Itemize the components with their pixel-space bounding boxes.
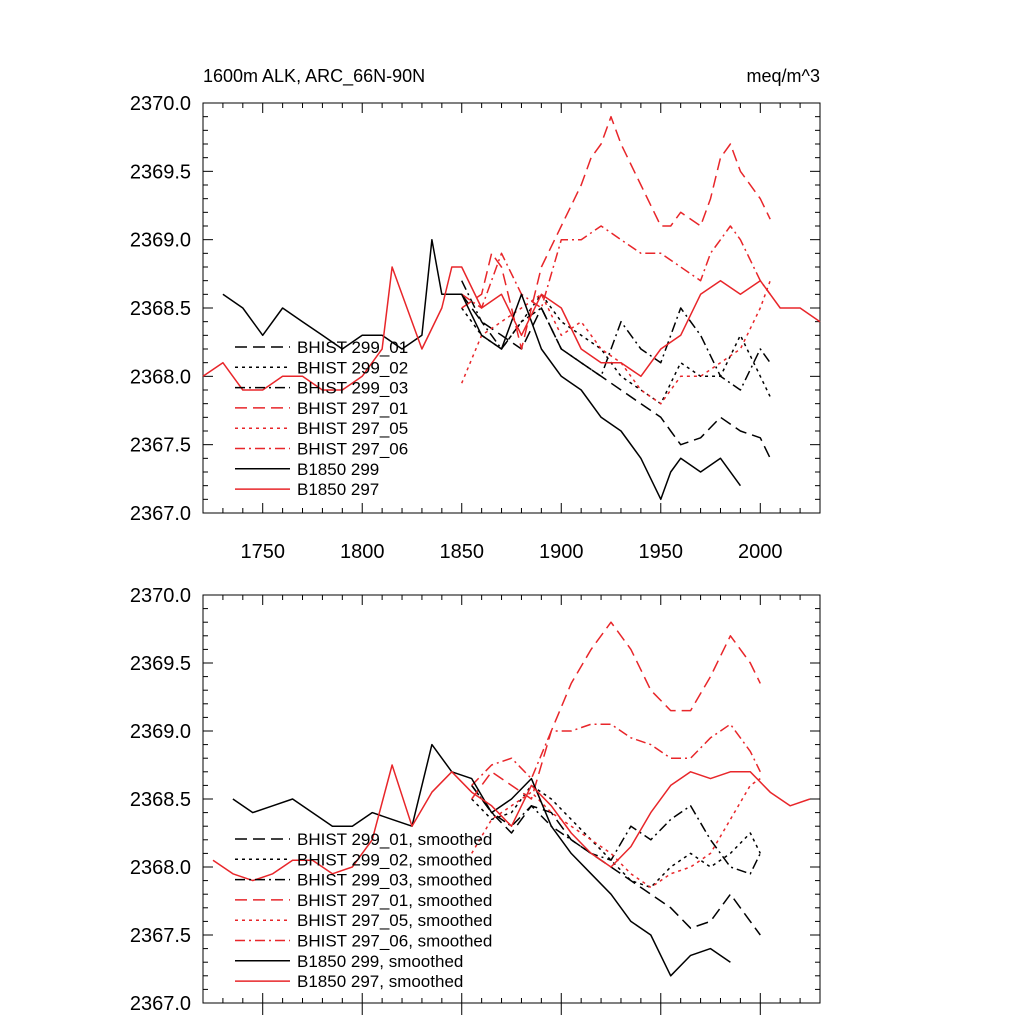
legend-entry: B1850 297	[297, 480, 379, 499]
legend-entry: BHIST 299_02	[297, 358, 408, 377]
series-line	[461, 293, 771, 405]
axis-ticks	[203, 594, 821, 1015]
y-tick-label: 2369.5	[130, 653, 191, 675]
y-tick-label: 2368.5	[130, 789, 191, 811]
x-tick-label: 1950	[639, 541, 684, 563]
legend-entry: BHIST 297_06	[297, 440, 408, 459]
axis-ticks	[203, 102, 821, 514]
axis-tick-labels: 2367.0 2367.5 2368.0 2368.5 2369.0 2369.5 2370…	[130, 585, 191, 1015]
series-line	[212, 764, 811, 882]
x-tick-label: 2000	[738, 541, 783, 563]
legend-entry: BHIST 299_01, smoothed	[297, 830, 492, 849]
axis-tick-labels: 2367.0 2367.5 2368.0 2368.5 2369.0 2369.5 2370…	[130, 93, 783, 563]
series-lines	[202, 115, 821, 501]
bottom-panel: 2367.0 2367.5 2368.0 2368.5 2369.0 2369.5 2370…	[130, 585, 821, 1015]
y-tick-label: 2367.5	[130, 435, 191, 457]
series-line	[222, 238, 742, 501]
y-tick-label: 2367.5	[130, 925, 191, 947]
series-line	[471, 723, 761, 786]
x-tick-label: 1800	[340, 541, 385, 563]
y-tick-label: 2370.0	[130, 585, 191, 607]
series-line	[202, 266, 821, 391]
y-tick-label: 2369.5	[130, 161, 191, 183]
y-tick-label: 2367.0	[130, 503, 191, 525]
y-tick-label: 2368.0	[130, 857, 191, 879]
legend-entry: BHIST 299_01	[297, 338, 408, 357]
series-line	[461, 293, 771, 459]
plot-frame	[202, 102, 821, 514]
series-line	[461, 280, 771, 405]
x-tick-label: 1750	[240, 541, 285, 563]
series-line	[232, 743, 731, 977]
legend-entry: BHIST 299_02, smoothed	[297, 850, 492, 869]
legend-entry: BHIST 297_05, smoothed	[297, 911, 492, 930]
series-line	[471, 784, 761, 936]
y-tick-label: 2369.0	[130, 721, 191, 743]
legend-entry: BHIST 297_06, smoothed	[297, 932, 492, 951]
series-line	[461, 280, 771, 391]
y-tick-label: 2370.0	[130, 93, 191, 115]
legend-entry: B1850 297, smoothed	[297, 972, 463, 991]
chart-title: 1600m ALK, ARC_66N-90N	[203, 66, 425, 87]
series-line	[471, 784, 761, 889]
series-line	[461, 115, 771, 350]
legend-entry: BHIST 297_01, smoothed	[297, 891, 492, 910]
y-tick-label: 2367.0	[130, 993, 191, 1015]
top-panel: 1600m ALK, ARC_66N-90N meq/m^3 2367.0236…	[130, 66, 821, 563]
series-line	[471, 777, 761, 889]
y-tick-label: 2368.0	[130, 366, 191, 388]
units-label: meq/m^3	[747, 66, 820, 86]
x-tick-label: 1850	[439, 541, 484, 563]
legend-entry: B1850 299	[297, 460, 379, 479]
series-line	[471, 784, 761, 875]
legend-entry: BHIST 297_01	[297, 399, 408, 418]
legend-entry: B1850 299, smoothed	[297, 952, 463, 971]
series-lines	[212, 621, 811, 977]
legend-entry: BHIST 299_03, smoothed	[297, 871, 492, 890]
legend-entry: BHIST 299_03	[297, 379, 408, 398]
y-tick-label: 2368.5	[130, 298, 191, 320]
series-line	[471, 621, 761, 800]
legend-entry: BHIST 297_05	[297, 419, 408, 438]
y-tick-label: 2369.0	[130, 230, 191, 252]
x-tick-label: 1900	[539, 541, 584, 563]
